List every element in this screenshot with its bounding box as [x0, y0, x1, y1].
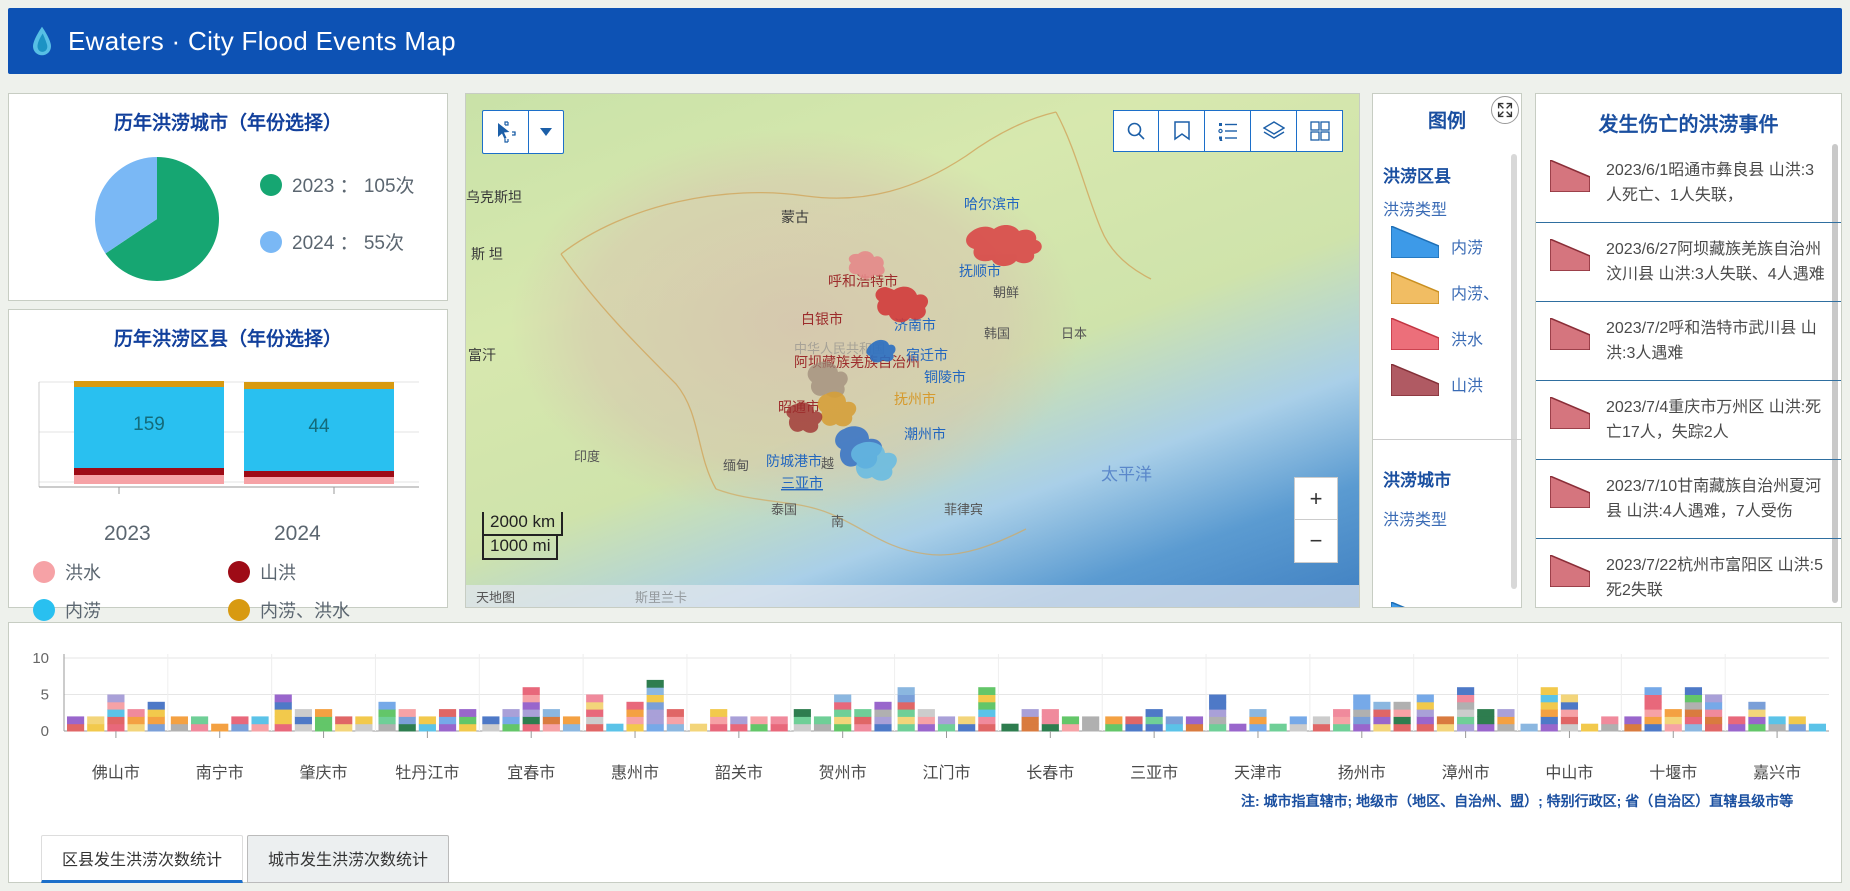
svg-text:抚州市: 抚州市 [894, 391, 936, 407]
svg-text:159: 159 [133, 414, 165, 435]
svg-text:白银市: 白银市 [801, 311, 843, 327]
svg-text:洪水: 洪水 [65, 563, 101, 583]
svg-text:斯 坦: 斯 坦 [471, 246, 503, 262]
svg-text:内涝: 内涝 [65, 601, 101, 621]
svg-text:三亚市: 三亚市 [781, 475, 823, 491]
svg-text:0: 0 [41, 723, 49, 740]
svg-text:宿迁市: 宿迁市 [906, 347, 948, 363]
svg-text:哈尔滨市: 哈尔滨市 [964, 196, 1020, 212]
svg-text:2023 ： 105次: 2023 ： 105次 [292, 175, 415, 197]
svg-text:2024 ： 55次: 2024 ： 55次 [292, 232, 404, 254]
svg-text:10: 10 [32, 650, 49, 667]
svg-text:铜陵市: 铜陵市 [924, 369, 966, 385]
svg-text:富汗: 富汗 [468, 347, 496, 363]
svg-text:44: 44 [308, 416, 330, 437]
svg-text:太平洋: 太平洋 [1101, 465, 1152, 484]
svg-text:缅甸: 缅甸 [723, 458, 749, 473]
svg-text:乌克斯坦: 乌克斯坦 [466, 189, 522, 205]
svg-text:韩国: 韩国 [984, 326, 1010, 341]
svg-text:朝鲜: 朝鲜 [993, 285, 1019, 300]
svg-text:抚顺市: 抚顺市 [959, 263, 1001, 279]
svg-text:山洪: 山洪 [260, 563, 296, 583]
svg-text:内涝、洪水: 内涝、洪水 [260, 601, 350, 621]
svg-text:泰国: 泰国 [771, 502, 797, 517]
svg-text:印度: 印度 [574, 449, 600, 464]
svg-text:越: 越 [821, 456, 834, 471]
svg-text:日本: 日本 [1061, 326, 1087, 341]
svg-text:蒙古: 蒙古 [781, 209, 809, 225]
svg-text:菲律宾: 菲律宾 [944, 502, 983, 517]
svg-text:5: 5 [41, 687, 49, 704]
svg-text:防城港市: 防城港市 [766, 453, 822, 469]
svg-text:潮州市: 潮州市 [904, 426, 946, 442]
svg-text:南: 南 [831, 514, 844, 529]
